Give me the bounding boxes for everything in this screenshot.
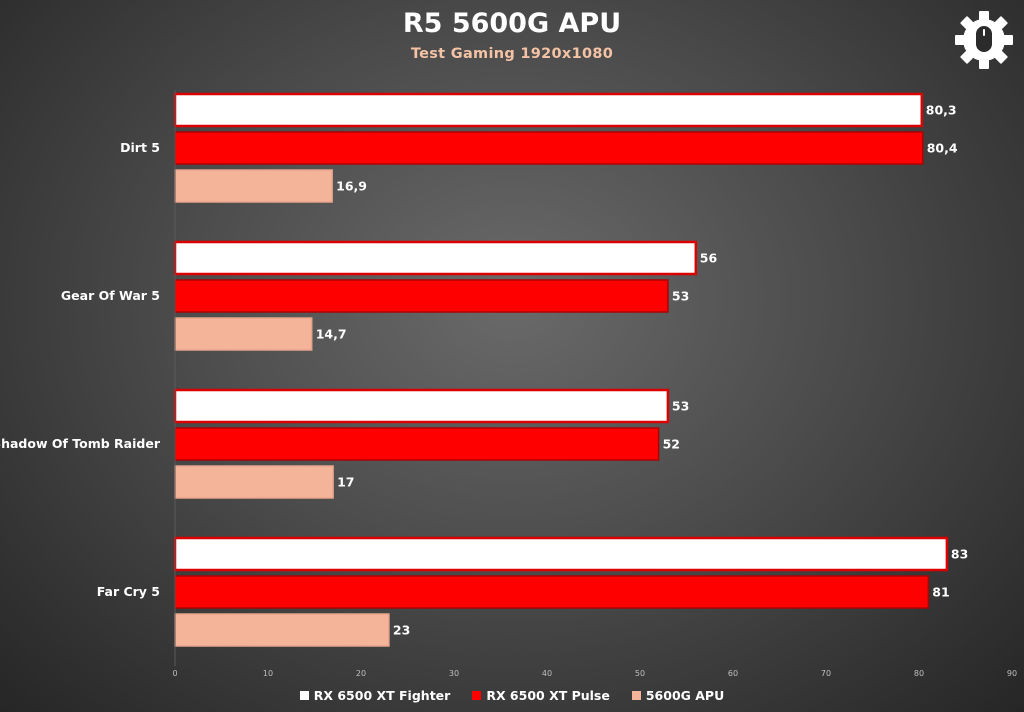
data-label-apu: 17 [337, 475, 354, 490]
x-tick-label: 0 [172, 669, 177, 678]
category-label: Gear Of War 5 [61, 288, 160, 303]
bar-pulse [174, 427, 660, 461]
data-label-apu: 16,9 [336, 179, 367, 194]
gear-mouse-icon [955, 11, 1013, 69]
legend-item-fighter: RX 6500 XT Fighter [299, 688, 451, 703]
legend-swatch-apu [631, 691, 641, 700]
data-label-fighter: 80,3 [926, 103, 957, 118]
data-label-apu: 14,7 [316, 327, 347, 342]
category-label: Shadow Of Tomb Raider [0, 436, 161, 451]
data-label-fighter: 83 [951, 547, 968, 562]
data-label-pulse: 52 [663, 437, 680, 452]
bar-fighter [173, 92, 924, 128]
bar-fighter [173, 388, 670, 424]
x-tick-label: 50 [635, 669, 645, 678]
bar-pulse [174, 131, 924, 165]
bar-fighter [173, 240, 698, 276]
legend-item-apu: 5600G APU [631, 688, 725, 703]
bar-apu [174, 613, 390, 647]
data-label-fighter: 56 [700, 251, 718, 266]
data-label-pulse: 80,4 [927, 141, 958, 156]
x-tick-label: 70 [821, 669, 831, 678]
bar-apu [174, 465, 334, 499]
bar-fighter [173, 536, 949, 572]
bar-pulse [174, 279, 669, 313]
data-label-pulse: 53 [672, 289, 689, 304]
legend-swatch-fighter [299, 691, 309, 700]
x-tick-label: 80 [914, 669, 924, 678]
category-label: Far Cry 5 [97, 584, 160, 599]
legend-label-apu: 5600G APU [645, 688, 725, 703]
bar-pulse [174, 575, 930, 609]
x-tick-label: 90 [1007, 669, 1017, 678]
x-tick-label: 30 [449, 669, 459, 678]
x-tick-label: 20 [356, 669, 366, 678]
legend: RX 6500 XT Fighter RX 6500 XT Pulse 5600… [0, 688, 1024, 703]
legend-item-pulse: RX 6500 XT Pulse [472, 688, 610, 703]
chart-subtitle: Test Gaming 1920x1080 [410, 46, 614, 62]
legend-label-fighter: RX 6500 XT Fighter [313, 688, 451, 703]
legend-swatch-pulse [472, 691, 482, 700]
bar-apu [174, 317, 313, 351]
category-label: Dirt 5 [120, 140, 160, 155]
data-label-apu: 23 [393, 623, 410, 638]
legend-label-pulse: RX 6500 XT Pulse [486, 688, 610, 703]
bar-apu [174, 169, 333, 203]
x-tick-label: 40 [542, 669, 552, 678]
data-label-pulse: 81 [932, 585, 949, 600]
chart-title: R5 5600G APU [402, 8, 622, 39]
x-tick-label: 10 [263, 669, 273, 678]
data-label-fighter: 53 [672, 399, 689, 414]
x-tick-label: 60 [728, 669, 738, 678]
